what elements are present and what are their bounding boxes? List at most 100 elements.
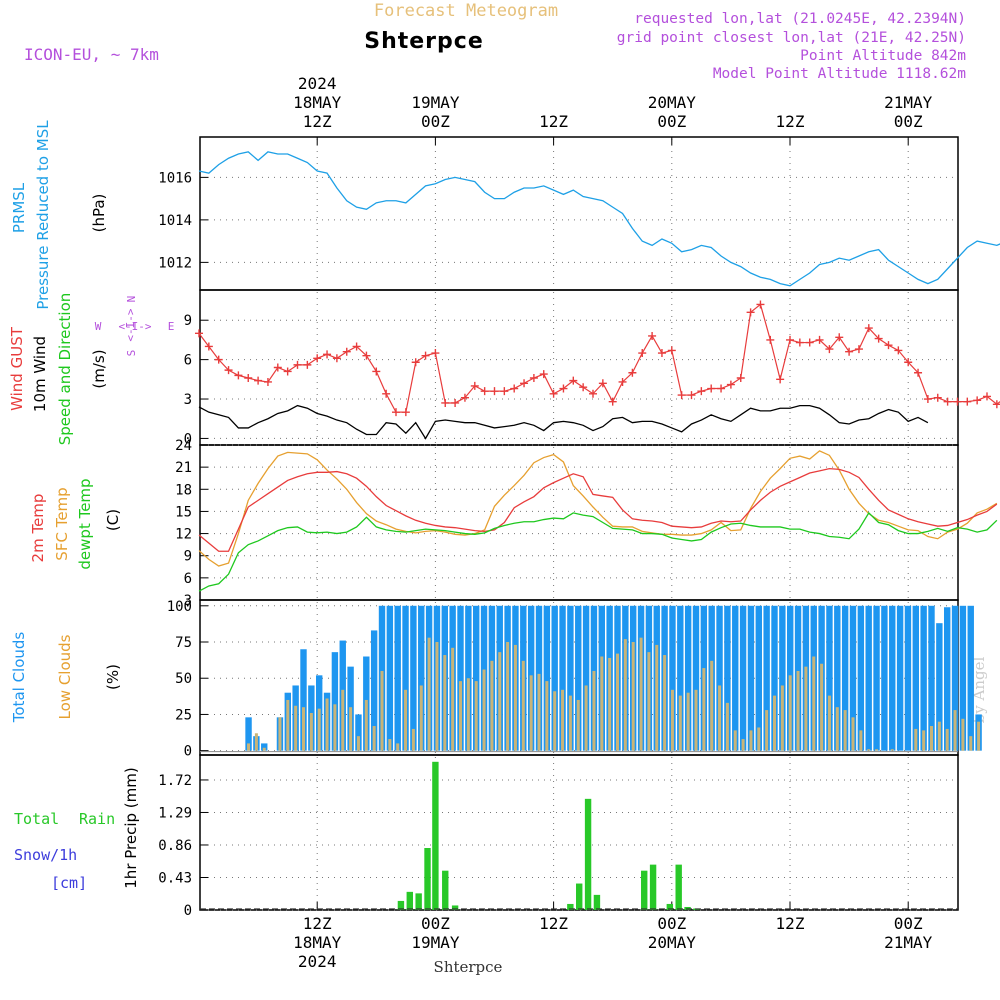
cloud-bars: [200, 605, 982, 753]
time-label: 12Z: [539, 914, 568, 933]
gust-marker: [973, 396, 982, 405]
gust-marker: [352, 342, 361, 351]
total-cloud-bar: [771, 605, 778, 751]
total-cloud-bar: [959, 605, 967, 751]
gust-marker: [382, 389, 391, 398]
low-cloud-bar: [592, 670, 596, 751]
gust-marker: [963, 397, 972, 406]
top-time-label: 00Z: [421, 112, 450, 131]
wind-10m-label: 10m Wind: [31, 336, 49, 412]
temp-2m-label: 2m Temp: [29, 494, 47, 563]
gust-marker: [756, 300, 765, 309]
total-cloud-bar: [331, 652, 339, 751]
total-cloud-bar: [567, 605, 574, 751]
wind-panel: 0 3 6 9: [184, 289, 959, 447]
total-cloud-bar: [551, 605, 558, 751]
total-cloud-bar: [857, 605, 865, 751]
gust-marker: [392, 408, 400, 417]
gust-marker: [372, 367, 381, 376]
pressure-tick-label: 1016: [158, 170, 192, 186]
footer-location: Shterpce: [434, 958, 503, 976]
low-cloud-bar: [521, 660, 525, 751]
low-cloud-bar: [247, 743, 251, 751]
compass-e: E: [168, 320, 175, 333]
low-cloud-bar: [827, 695, 831, 751]
gust-marker: [717, 384, 726, 393]
low-cloud-bar: [513, 644, 517, 751]
wind-tick-label: 9: [184, 313, 192, 329]
low-cloud-bar: [482, 669, 486, 751]
gust-marker: [224, 366, 233, 375]
gust-marker: [273, 363, 282, 372]
low-cloud-bar: [568, 695, 572, 751]
compass-ns-glyph: <-I->: [124, 308, 137, 341]
total-cloud-bar: [928, 605, 935, 751]
low-cloud-bar: [678, 695, 682, 751]
low-cloud-bar: [553, 691, 557, 751]
rain-bar: [666, 903, 674, 910]
snow-label: Snow/1h: [14, 846, 77, 864]
clouds-tick-label: 100: [167, 599, 192, 615]
pressure-tick-label: 1012: [158, 255, 192, 271]
temp-tick-label: 24: [175, 438, 192, 454]
low-cloud-bar: [788, 675, 792, 751]
low-cloud-bar: [977, 721, 981, 751]
low-cloud-bar: [576, 699, 580, 751]
top-time-label: 21MAY: [884, 93, 933, 112]
rain-bar: [424, 848, 431, 910]
gust-marker: [441, 398, 450, 407]
top-time-label: 19MAY: [411, 93, 460, 112]
low-cloud-bar: [262, 747, 266, 751]
gust-marker: [569, 376, 578, 385]
clouds-tick-label: 0: [184, 744, 192, 760]
gust-marker: [923, 395, 932, 404]
model-label: ICON-EU, ~ 7km: [24, 45, 159, 64]
low-cloud-bar: [804, 666, 808, 751]
gust-line: [198, 303, 1000, 413]
temp-tick-label: 15: [175, 504, 192, 520]
gust-marker: [746, 308, 755, 317]
low-cloud-bar: [686, 692, 690, 751]
precip-tick-label: 1.29: [158, 805, 192, 821]
total-cloud-bar: [716, 605, 723, 751]
time-label: 12Z: [776, 914, 805, 933]
low-cloud-bar: [914, 728, 918, 751]
top-time-label: 20MAY: [648, 93, 697, 112]
gust-marker: [825, 345, 834, 354]
gust-marker: [263, 377, 272, 386]
total-cloud-bar: [920, 605, 927, 751]
wind-tick-label: 0: [184, 431, 192, 447]
top-time-label: 12Z: [776, 112, 805, 131]
sfc-temp-line: [198, 450, 998, 567]
low-cloud-bar: [851, 717, 855, 751]
prmsl-label: PRMSL: [10, 182, 28, 233]
total-cloud-bar: [394, 605, 401, 751]
precip-panel: 0 0.43 0.86 1.29 1.72: [158, 754, 959, 919]
low-cloud-bar: [867, 749, 871, 751]
gust-marker: [342, 347, 351, 356]
low-cloud-bar: [372, 726, 376, 751]
total-cloud-bar: [261, 743, 268, 751]
time-label: 00Z: [657, 914, 686, 933]
gust-marker: [983, 392, 991, 401]
gust-marker: [766, 335, 775, 344]
gust-marker: [638, 349, 647, 358]
total-cloud-bar: [355, 714, 362, 751]
gust-marker: [579, 383, 588, 392]
wind-unit: (m/s): [90, 349, 108, 388]
low-cloud-bar: [380, 670, 384, 751]
total-cloud-bar: [779, 605, 786, 751]
total-clouds-label: Total Clouds: [10, 632, 28, 724]
location-title: Shterpce: [364, 29, 484, 54]
dewpt-temp-series: [198, 511, 998, 592]
low-cloud-bar: [459, 681, 462, 751]
rain-bar: [415, 893, 422, 910]
total-cloud-bar: [418, 605, 425, 751]
total-cloud-bar: [944, 607, 951, 751]
low-cloud-bar: [702, 668, 706, 751]
point-altitude: Point Altitude 842m: [800, 48, 966, 64]
low-cloud-bar: [506, 642, 510, 751]
low-cloud-bar: [333, 704, 337, 751]
time-label: 20MAY: [648, 933, 697, 952]
low-cloud-bar: [435, 642, 439, 751]
